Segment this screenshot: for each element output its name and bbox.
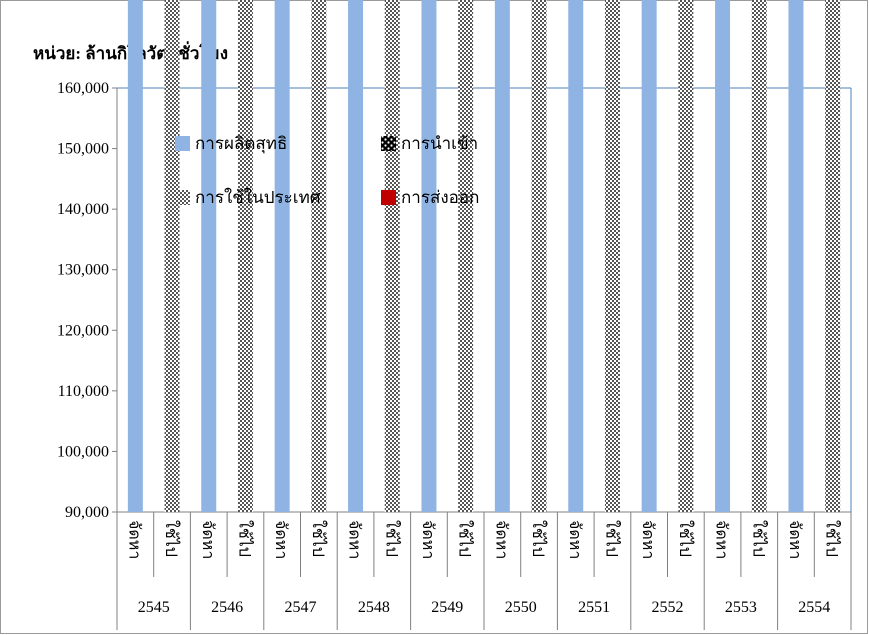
legend-swatch-import (381, 136, 396, 151)
y-tick-label: 100,000 (57, 443, 109, 460)
y-tick-label: 150,000 (57, 141, 109, 158)
bar-category-label: ใช้ไป (456, 520, 475, 557)
bar-category-label: จัดหา (199, 520, 216, 559)
bar-segment (311, 0, 327, 512)
year-label: 2551 (578, 599, 610, 616)
year-label: 2545 (138, 599, 170, 616)
y-tick-label: 90,000 (65, 504, 109, 521)
year-label: 2553 (725, 599, 757, 616)
bar-segment (458, 0, 474, 512)
bar-segment (164, 0, 180, 513)
bar-category-label: ใช้ไป (602, 520, 621, 557)
bar-segment (715, 0, 731, 512)
bar-segment (825, 0, 841, 512)
bar-segment (127, 0, 143, 512)
bar-segment (678, 0, 694, 512)
legend-label-import: การนำเข้า (401, 134, 478, 153)
legend-swatch-production (175, 136, 190, 151)
y-tick-label: 110,000 (58, 383, 109, 400)
bar-category-label: จัดหา (639, 520, 656, 559)
year-label: 2549 (431, 599, 463, 616)
bar-segment (348, 0, 364, 513)
bar-segment (788, 0, 804, 512)
bar-category-label: ใช้ไป (676, 520, 695, 557)
year-label: 2550 (505, 599, 537, 616)
bar-segment (604, 0, 620, 512)
y-tick-label: 160,000 (57, 80, 109, 97)
year-label: 2548 (358, 599, 390, 616)
legend-label-production: การผลิตสุทธิ (195, 134, 287, 154)
bar-segment (237, 0, 253, 512)
bar-segment (751, 0, 767, 512)
bar-segment (494, 0, 510, 513)
bar-category-label: จัดหา (419, 520, 436, 559)
legend-swatch-domestic (175, 190, 190, 205)
bar-category-label: จัดหา (492, 520, 509, 559)
bar-category-label: จัดหา (713, 520, 730, 559)
bar-category-label: ใช้ไป (529, 520, 548, 557)
bar-segment (568, 0, 584, 512)
bar-category-label: จัดหา (566, 520, 583, 559)
bar-category-label: ใช้ไป (162, 520, 181, 557)
bar-segment (421, 0, 437, 512)
bar-category-label: ใช้ไป (823, 520, 842, 557)
year-label: 2554 (798, 599, 830, 616)
bar-category-label: ใช้ไป (309, 520, 328, 557)
bar-segment (531, 0, 547, 512)
bar-category-label: ใช้ไป (382, 520, 401, 557)
year-label: 2552 (652, 599, 684, 616)
y-tick-label: 120,000 (57, 322, 109, 339)
bar-segment (274, 0, 290, 513)
bar-category-label: จัดหา (125, 520, 142, 559)
legend-swatch-export (381, 190, 396, 205)
bar-category-label: จัดหา (786, 520, 803, 559)
bar-category-label: ใช้ไป (235, 520, 254, 557)
year-label: 2546 (211, 599, 243, 616)
bar-category-label: จัดหา (346, 520, 363, 559)
bar-category-label: จัดหา (272, 520, 289, 559)
y-tick-label: 130,000 (57, 262, 109, 279)
year-label: 2547 (285, 599, 317, 616)
bar-segment (641, 0, 657, 512)
legend-label-domestic: การใช้ในประเทศ (195, 187, 321, 207)
legend-label-export: การส่งออก (401, 188, 479, 207)
y-tick-label: 140,000 (57, 201, 109, 218)
bar-segment (201, 0, 217, 512)
bar-category-label: ใช้ไป (749, 520, 768, 557)
bar-segment (384, 0, 400, 513)
